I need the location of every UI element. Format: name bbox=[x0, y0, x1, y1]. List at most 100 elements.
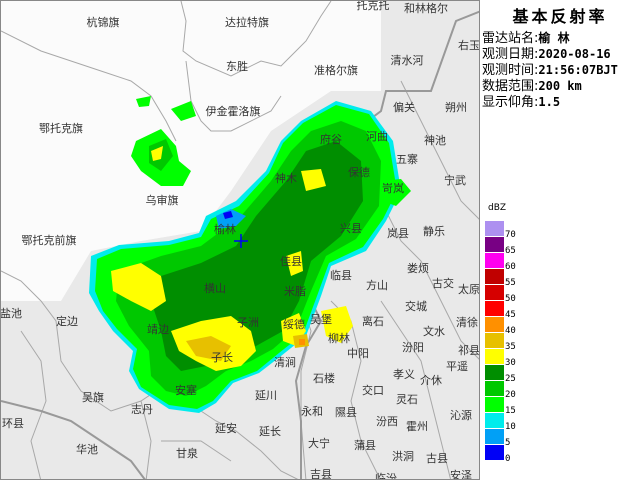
place-label: 汾西 bbox=[376, 415, 398, 428]
legend-tick-label: 10 bbox=[505, 422, 516, 432]
legend-swatch bbox=[485, 333, 504, 348]
place-label: 临汾 bbox=[375, 472, 397, 480]
place-label: 东胜 bbox=[226, 60, 248, 73]
place-label: 娄烦 bbox=[407, 262, 429, 275]
place-label: 交城 bbox=[405, 300, 427, 313]
place-label: 中阳 bbox=[347, 347, 369, 360]
place-label: 河曲 bbox=[366, 130, 388, 143]
station-value: 榆 林 bbox=[538, 31, 570, 45]
place-label: 离石 bbox=[362, 315, 384, 328]
legend-swatch bbox=[485, 301, 504, 316]
place-label: 子洲 bbox=[237, 316, 259, 329]
legend-tick-label: 15 bbox=[505, 406, 516, 416]
place-label: 沁源 bbox=[450, 409, 472, 422]
place-label: 府谷 bbox=[320, 133, 342, 146]
place-label: 延长 bbox=[259, 425, 281, 438]
radar-echoes bbox=[89, 96, 411, 413]
range-value: 200 km bbox=[538, 79, 582, 93]
place-label: 交口 bbox=[362, 384, 384, 397]
place-label: 神池 bbox=[424, 134, 446, 147]
place-label: 吴堡 bbox=[310, 313, 332, 326]
place-label: 靖边 bbox=[147, 323, 169, 336]
date-label: 观测日期: bbox=[482, 47, 539, 62]
place-label: 鄂托克旗 bbox=[39, 122, 83, 135]
range-row: 数据范围:200 km bbox=[482, 78, 582, 95]
place-label: 安塞 bbox=[175, 384, 197, 397]
place-label: 霍州 bbox=[406, 420, 428, 433]
place-label: 孝义 bbox=[393, 368, 415, 381]
legend-tick-label: 45 bbox=[505, 310, 516, 320]
place-label: 吉县 bbox=[310, 468, 332, 480]
legend-swatch bbox=[485, 413, 504, 428]
place-label: 古县 bbox=[426, 452, 448, 465]
place-label: 保德 bbox=[348, 166, 370, 179]
elevation-value: 1.5 bbox=[538, 95, 561, 109]
product-title: 基本反射率 bbox=[512, 7, 608, 26]
place-label: 平遥 bbox=[446, 360, 468, 373]
place-label: 介休 bbox=[420, 374, 442, 387]
legend-tick-label: 20 bbox=[505, 390, 516, 400]
place-label: 延安 bbox=[215, 422, 237, 435]
legend-swatch bbox=[485, 349, 504, 364]
place-label: 五寨 bbox=[396, 153, 418, 166]
legend-swatch bbox=[485, 445, 504, 460]
place-label: 祁县 bbox=[458, 344, 480, 357]
place-label: 永和 bbox=[301, 405, 323, 418]
legend-tick-label: 60 bbox=[505, 262, 516, 272]
place-label: 右玉 bbox=[458, 39, 480, 52]
legend-swatch bbox=[485, 253, 504, 268]
place-label: 定边 bbox=[56, 315, 78, 328]
place-label: 延川 bbox=[255, 389, 277, 402]
legend-swatch bbox=[485, 237, 504, 252]
place-label: 宁武 bbox=[444, 174, 466, 187]
range-label: 数据范围: bbox=[482, 79, 539, 94]
boundary-lines bbox=[1, 1, 479, 479]
elevation-row: 显示仰角:1.5 bbox=[482, 94, 560, 111]
station-label: 雷达站名: bbox=[482, 31, 539, 46]
place-label: 古交 bbox=[432, 277, 454, 290]
place-label: 横山 bbox=[204, 282, 226, 295]
crosshair-icon bbox=[234, 234, 248, 248]
legend-tick-label: 0 bbox=[505, 454, 511, 464]
radar-map[interactable]: 杭锦旗 达拉特旗 托克托 和林格尔 右玉 东胜 准格尔旗 清水河 伊金霍洛旗 偏… bbox=[0, 0, 480, 480]
info-panel: 基本反射率 雷达站名:榆 林 观测日期:2020-08-16 观测时间:21:5… bbox=[480, 0, 640, 480]
legend-swatch bbox=[485, 285, 504, 300]
place-label: 鄂托克前旗 bbox=[21, 234, 77, 247]
place-label: 蒲县 bbox=[354, 439, 376, 452]
place-label: 榆林 bbox=[214, 223, 236, 236]
legend-tick-label: 40 bbox=[505, 326, 516, 336]
legend-tick-label: 55 bbox=[505, 278, 516, 288]
legend-tick-label: 65 bbox=[505, 246, 516, 256]
legend-swatch bbox=[485, 429, 504, 444]
place-label: 甘泉 bbox=[176, 447, 198, 460]
place-label: 安泽 bbox=[450, 469, 472, 480]
legend-tick-label: 25 bbox=[505, 374, 516, 384]
place-label: 托克托 bbox=[356, 0, 390, 12]
place-label: 灵石 bbox=[396, 393, 418, 406]
white-terrain bbox=[1, 1, 381, 301]
place-label: 达拉特旗 bbox=[225, 16, 269, 29]
legend-swatch bbox=[485, 381, 504, 396]
legend-swatch bbox=[485, 221, 504, 236]
place-label: 盐池 bbox=[0, 307, 22, 320]
date-value: 2020-08-16 bbox=[538, 47, 611, 61]
time-label: 观测时间: bbox=[482, 63, 539, 78]
place-label: 吴旗 bbox=[82, 391, 104, 404]
place-label: 朔州 bbox=[445, 101, 467, 114]
legend-tick-label: 50 bbox=[505, 294, 516, 304]
place-label: 佳县 bbox=[280, 255, 302, 268]
legend-tick-label: 30 bbox=[505, 358, 516, 368]
legend-tick-label: 35 bbox=[505, 342, 516, 352]
place-label: 太原 bbox=[458, 283, 480, 296]
place-label: 神木 bbox=[275, 172, 297, 185]
place-label: 华池 bbox=[76, 443, 98, 456]
place-label: 子长 bbox=[211, 351, 233, 364]
legend-swatch bbox=[485, 397, 504, 412]
place-label: 志丹 bbox=[131, 403, 153, 416]
place-label: 大宁 bbox=[308, 437, 330, 450]
place-label: 米脂 bbox=[284, 285, 306, 298]
legend-swatch bbox=[485, 365, 504, 380]
station-row: 雷达站名:榆 林 bbox=[482, 30, 570, 47]
place-label: 环县 bbox=[2, 417, 24, 430]
place-label: 隰县 bbox=[335, 406, 357, 419]
